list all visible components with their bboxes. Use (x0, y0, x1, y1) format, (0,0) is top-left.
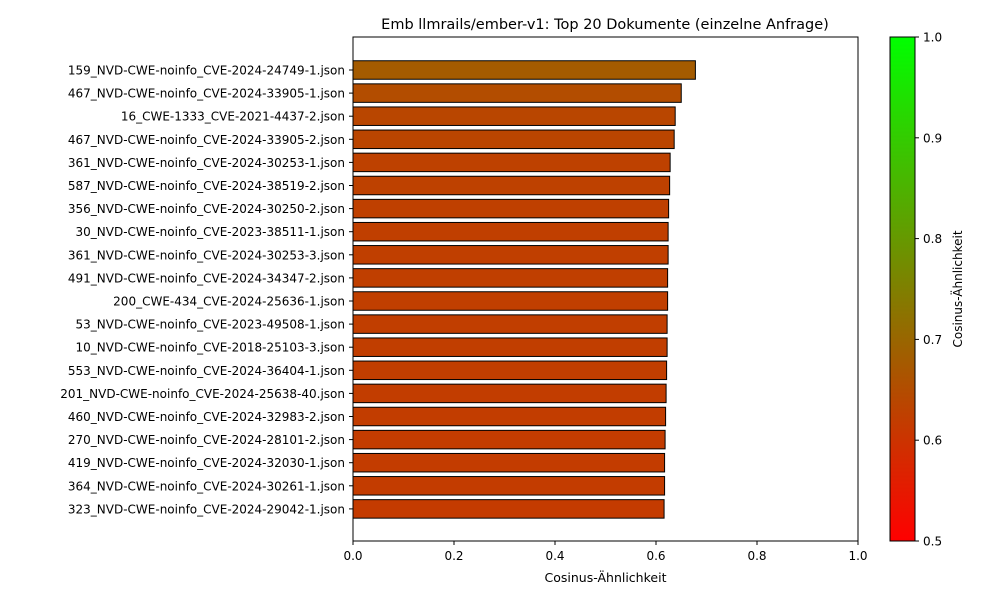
bar (352, 406, 667, 427)
y-tick-label: 460_NVD-CWE-noinfo_CVE-2024-32983-2.json (68, 410, 345, 424)
x-tick-label: 0.2 (444, 549, 463, 563)
y-tick-label: 587_NVD-CWE-noinfo_CVE-2024-38519-2.json (68, 179, 345, 193)
x-tick-label: 0.6 (646, 549, 665, 563)
bar (352, 429, 666, 450)
y-tick-label: 356_NVD-CWE-noinfo_CVE-2024-30250-2.json (68, 202, 345, 216)
colorbar-label: Cosinus-Ähnlichkeit (950, 230, 965, 347)
bar (352, 360, 668, 381)
bar (352, 291, 669, 311)
bar (352, 314, 668, 334)
bar (352, 337, 668, 357)
colorbar-tick-label: 0.7 (923, 333, 942, 347)
bar (352, 476, 666, 496)
y-tick-label: 419_NVD-CWE-noinfo_CVE-2024-32030-1.json (68, 456, 345, 470)
bar (352, 245, 669, 265)
colorbar: 0.5 0.6 0.7 0.8 0.9 1.0 Cosinus-Ähnlichkeit (889, 31, 965, 549)
x-axis: 0.0 0.2 0.4 0.6 0.8 1.0 (343, 541, 868, 563)
y-tick-label: 361_NVD-CWE-noinfo_CVE-2024-30253-1.json (68, 156, 345, 170)
bar (352, 221, 669, 242)
chart-title: Emb llmrails/ember-v1: Top 20 Dokumente … (381, 17, 829, 33)
y-tick-label: 200_CWE-434_CVE-2024-25636-1.json (113, 295, 345, 309)
x-tick-label: 0.0 (343, 549, 362, 563)
y-tick-label: 159_NVD-CWE-noinfo_CVE-2024-24749-1.json (68, 64, 345, 78)
y-tick-label: 201_NVD-CWE-noinfo_CVE-2024-25638-40.jso… (60, 387, 345, 401)
y-tick-label: 553_NVD-CWE-noinfo_CVE-2024-36404-1.json (68, 364, 345, 378)
y-tick-label: 361_NVD-CWE-noinfo_CVE-2024-30253-3.json (68, 248, 345, 262)
bar (352, 60, 696, 80)
x-axis-label: Cosinus-Ähnlichkeit (545, 570, 667, 585)
y-tick-label: 270_NVD-CWE-noinfo_CVE-2024-28101-2.json (68, 433, 345, 447)
y-tick-label: 467_NVD-CWE-noinfo_CVE-2024-33905-1.json (68, 87, 345, 101)
bar (352, 106, 676, 126)
y-tick-label: 364_NVD-CWE-noinfo_CVE-2024-30261-1.json (68, 479, 345, 493)
bar (352, 152, 671, 173)
x-tick-label: 0.4 (545, 549, 564, 563)
plot-frame (352, 36, 859, 542)
colorbar-tick-label: 1.0 (923, 31, 942, 45)
x-tick-label: 1.0 (848, 549, 867, 563)
x-tick-label: 0.8 (747, 549, 766, 563)
bars-group (352, 60, 696, 519)
y-tick-label: 53_NVD-CWE-noinfo_CVE-2023-49508-1.json (76, 318, 346, 332)
colorbar-tick-label: 0.9 (923, 131, 942, 145)
bar (352, 198, 670, 219)
bar (352, 499, 665, 519)
y-tick-labels: 159_NVD-CWE-noinfo_CVE-2024-24749-1.json… (60, 64, 353, 516)
y-tick-label: 323_NVD-CWE-noinfo_CVE-2024-29042-1.json (68, 502, 345, 516)
colorbar-tick-label: 0.6 (923, 434, 942, 448)
y-tick-label: 16_CWE-1333_CVE-2021-4437-2.json (121, 110, 345, 124)
bar (352, 129, 675, 150)
colorbar-tick-label: 0.8 (923, 232, 942, 246)
bar (352, 175, 671, 196)
y-tick-label: 491_NVD-CWE-noinfo_CVE-2024-34347-2.json (68, 271, 345, 285)
colorbar-tick-label: 0.5 (923, 535, 942, 549)
y-tick-label: 30_NVD-CWE-noinfo_CVE-2023-38511-1.json (76, 225, 346, 239)
colorbar-gradient (889, 36, 916, 542)
bar (352, 268, 669, 288)
y-tick-label: 467_NVD-CWE-noinfo_CVE-2024-33905-2.json (68, 133, 345, 147)
bar (352, 452, 666, 473)
colorbar-ticks: 0.5 0.6 0.7 0.8 0.9 1.0 (915, 31, 942, 549)
y-tick-label: 10_NVD-CWE-noinfo_CVE-2018-25103-3.json (76, 341, 346, 355)
bar (352, 383, 667, 404)
bar (352, 83, 682, 103)
